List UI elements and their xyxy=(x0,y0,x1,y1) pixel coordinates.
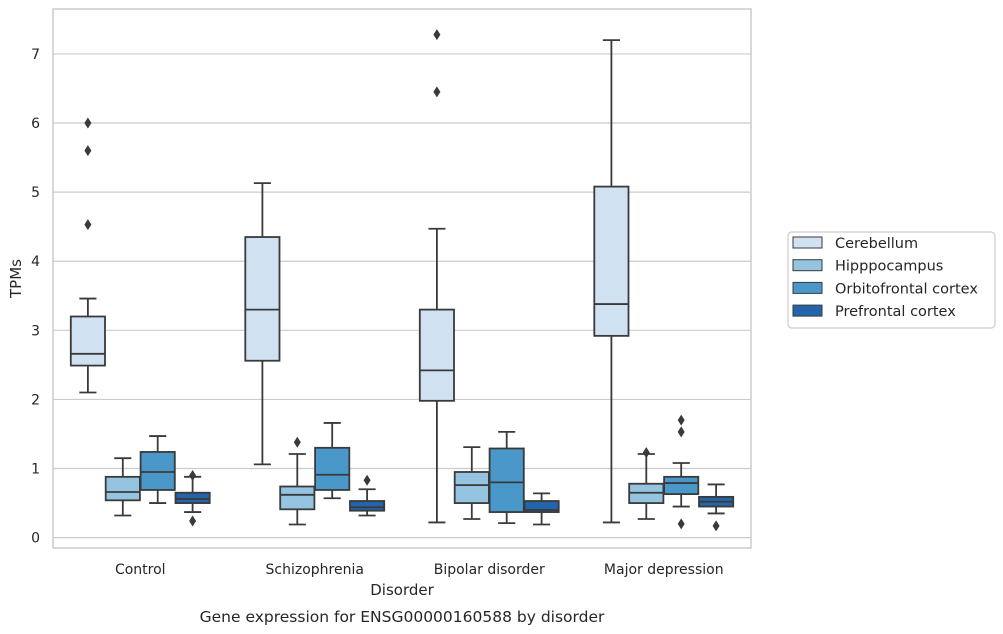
x-tick-label: Schizophrenia xyxy=(266,562,364,578)
y-tick-label: 4 xyxy=(31,254,40,270)
iqr-box xyxy=(244,236,281,362)
legend-label: Cerebellum xyxy=(835,236,918,252)
legend: Cerebellum Hipppocampus Orbitofrontal cort… xyxy=(787,231,996,329)
iqr-box xyxy=(523,500,560,513)
x-tick-labels: Control Schizophrenia Bipolar disorder Majo… xyxy=(115,562,724,578)
y-tick-label: 0 xyxy=(31,531,40,547)
y-tick-labels: 0 1 2 3 4 5 6 7 xyxy=(31,47,40,547)
series-prefrontal-cortex xyxy=(174,469,735,532)
outlier-point xyxy=(677,426,685,438)
x-axis-label: Disorder xyxy=(370,581,434,599)
outlier-point xyxy=(189,515,197,527)
legend-swatch xyxy=(792,281,823,294)
outlier-point xyxy=(189,469,197,481)
outlier-point xyxy=(433,86,441,98)
box xyxy=(418,29,455,524)
box-series xyxy=(69,29,735,532)
outlier-point xyxy=(677,518,685,530)
legend-swatch xyxy=(792,259,823,272)
series-cerebellum xyxy=(69,29,630,524)
legend-label: Hipppocampus xyxy=(835,259,943,275)
box xyxy=(523,492,560,526)
legend-label: Prefrontal cortex xyxy=(835,304,956,320)
iqr-box xyxy=(69,315,106,367)
outlier-point xyxy=(84,219,92,231)
x-tick-label: Bipolar disorder xyxy=(434,562,545,578)
box xyxy=(593,39,630,524)
x-tick-label: Major depression xyxy=(604,562,724,578)
y-tick-label: 6 xyxy=(31,116,40,132)
box xyxy=(628,447,665,520)
outlier-point xyxy=(433,29,441,41)
box xyxy=(663,414,700,530)
iqr-box xyxy=(104,475,141,502)
box xyxy=(69,117,106,394)
legend-swatch xyxy=(792,236,823,249)
outlier-point xyxy=(677,414,685,426)
y-tick-label: 1 xyxy=(31,462,40,478)
y-axis-label: TPMs xyxy=(7,259,25,299)
box xyxy=(139,435,176,504)
iqr-box xyxy=(349,500,386,512)
iqr-box xyxy=(314,446,351,491)
box xyxy=(453,446,490,520)
legend-label: Orbitofrontal cortex xyxy=(835,281,978,297)
iqr-box xyxy=(488,447,525,513)
box xyxy=(174,469,211,527)
outlier-point xyxy=(363,474,371,486)
y-tick-label: 7 xyxy=(31,47,40,63)
iqr-box xyxy=(593,185,630,337)
outlier-point xyxy=(642,447,650,459)
y-tick-label: 2 xyxy=(31,392,40,408)
iqr-box xyxy=(663,475,700,496)
legend-frame xyxy=(787,231,996,329)
x-tick-label: Control xyxy=(115,562,166,578)
iqr-box xyxy=(174,491,211,504)
outlier-point xyxy=(293,436,301,448)
iqr-box xyxy=(453,471,490,504)
box xyxy=(244,182,281,466)
box xyxy=(488,431,525,525)
outlier-point xyxy=(712,520,720,532)
box xyxy=(314,422,351,500)
series-orbitofrontal-cortex xyxy=(139,414,700,530)
outlier-point xyxy=(84,145,92,157)
y-tick-label: 3 xyxy=(31,323,40,339)
legend-swatch xyxy=(792,304,823,317)
iqr-box xyxy=(418,308,455,402)
iqr-box xyxy=(279,485,316,511)
outlier-point xyxy=(84,117,92,129)
series-hipppocampus xyxy=(104,436,665,526)
box xyxy=(349,474,386,517)
y-tick-label: 5 xyxy=(31,185,40,201)
chart-caption: Gene expression for ENSG00000160588 by d… xyxy=(200,608,605,626)
box xyxy=(698,483,735,532)
iqr-box xyxy=(139,451,176,491)
box xyxy=(279,436,316,526)
